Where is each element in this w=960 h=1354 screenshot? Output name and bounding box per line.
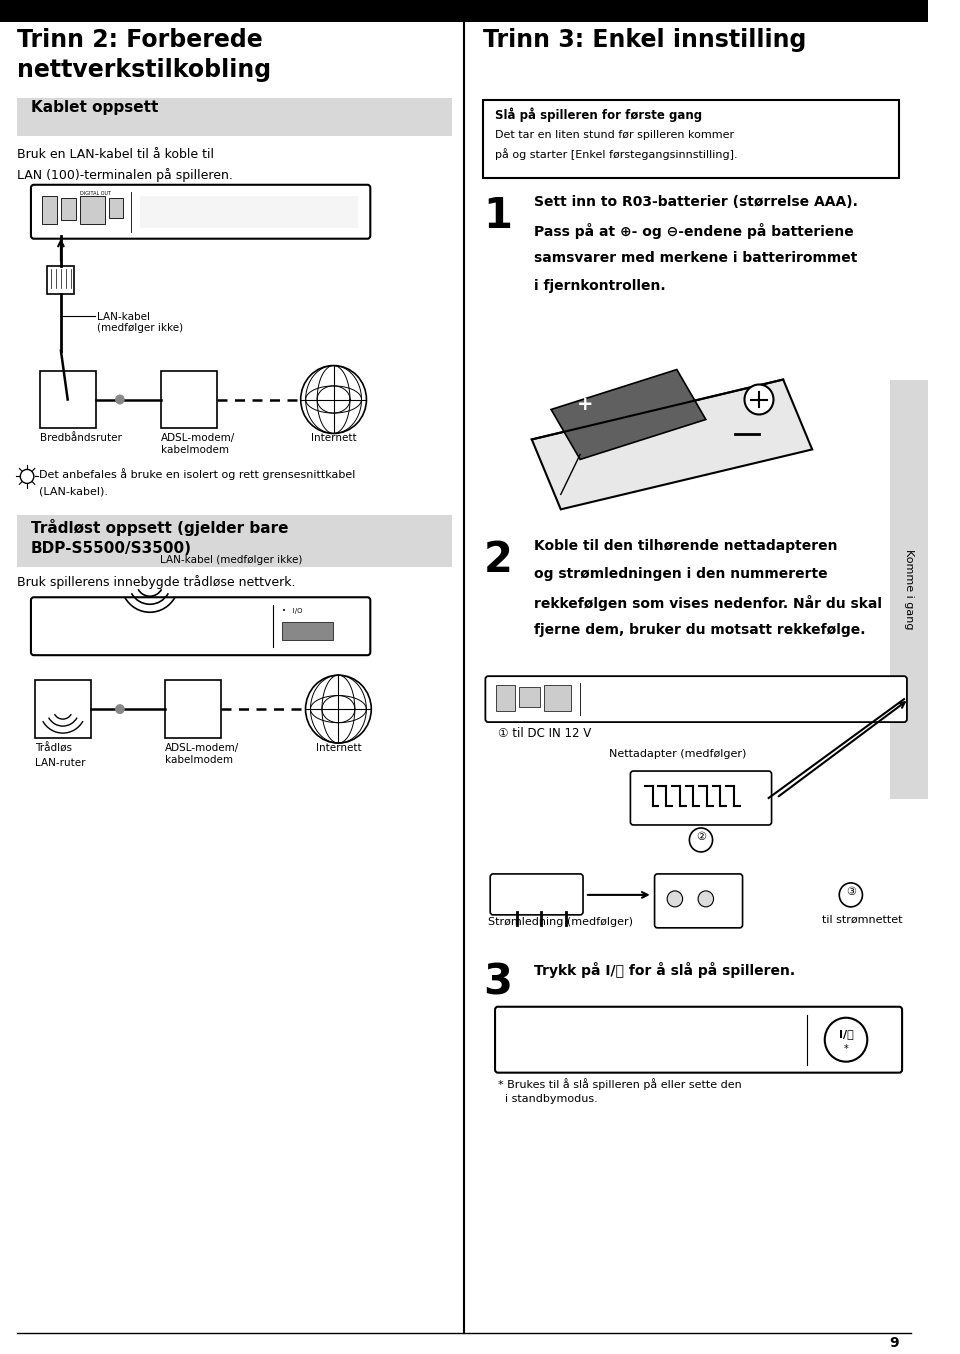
Circle shape	[825, 1018, 867, 1062]
Text: Pass på at ⊕- og ⊖-endene på batteriene: Pass på at ⊕- og ⊖-endene på batteriene	[534, 222, 853, 238]
Bar	[544, 685, 571, 711]
Text: Bruk spillerens innebygde trådløse nettverk.: Bruk spillerens innebygde trådløse nettv…	[17, 575, 296, 589]
Text: •   I/O: • I/O	[282, 608, 302, 615]
Polygon shape	[532, 379, 812, 509]
Text: Trinn 3: Enkel innstilling: Trinn 3: Enkel innstilling	[484, 28, 806, 51]
Circle shape	[115, 704, 125, 714]
Circle shape	[745, 385, 774, 414]
Text: i fjernkontrollen.: i fjernkontrollen.	[534, 279, 665, 292]
Bar	[41, 196, 57, 223]
Text: Nettadapter (medfølger): Nettadapter (medfølger)	[610, 749, 747, 760]
FancyBboxPatch shape	[655, 873, 743, 927]
Bar	[160, 371, 217, 428]
Circle shape	[689, 829, 712, 852]
Text: Bruk en LAN-kabel til å koble til: Bruk en LAN-kabel til å koble til	[17, 148, 214, 161]
Bar	[81, 196, 106, 223]
Text: Slå på spilleren for første gang: Slå på spilleren for første gang	[495, 108, 702, 122]
Text: ②: ②	[696, 831, 706, 842]
Circle shape	[839, 883, 862, 907]
Text: Trådløst oppsett (gjelder bare: Trådløst oppsett (gjelder bare	[31, 520, 288, 536]
Bar	[17, 516, 452, 567]
Circle shape	[115, 394, 125, 405]
Text: Trykk på I/⏻ for å slå på spilleren.: Trykk på I/⏻ for å slå på spilleren.	[534, 961, 795, 978]
FancyBboxPatch shape	[631, 770, 772, 825]
FancyBboxPatch shape	[31, 184, 371, 238]
Text: ① til DC IN 12 V: ① til DC IN 12 V	[498, 727, 591, 741]
Bar	[496, 685, 516, 711]
Text: samsvarer med merkene i batterirommet: samsvarer med merkene i batterirommet	[534, 250, 857, 264]
Text: ③: ③	[846, 887, 856, 896]
Text: 2: 2	[484, 539, 513, 581]
Text: i standbymodus.: i standbymodus.	[498, 1094, 598, 1104]
Bar	[47, 265, 75, 294]
Text: og strømledningen i den nummererte: og strømledningen i den nummererte	[534, 567, 828, 581]
Text: Det tar en liten stund før spilleren kommer: Det tar en liten stund før spilleren kom…	[495, 130, 734, 139]
Text: LAN (100)-terminalen på spilleren.: LAN (100)-terminalen på spilleren.	[17, 168, 233, 181]
Bar	[519, 686, 540, 707]
Text: +: +	[577, 394, 593, 413]
Circle shape	[300, 366, 367, 433]
Text: ADSL-modem/
kabelmodem: ADSL-modem/ kabelmodem	[160, 433, 235, 455]
Bar	[140, 196, 358, 227]
Bar	[890, 379, 928, 799]
Bar	[109, 198, 123, 218]
FancyBboxPatch shape	[495, 1007, 902, 1072]
Text: Det anbefales å bruke en isolert og rett grensesnittkabel: Det anbefales å bruke en isolert og rett…	[38, 468, 355, 481]
Text: 9: 9	[890, 1336, 900, 1350]
Circle shape	[20, 470, 34, 483]
Text: LAN-ruter: LAN-ruter	[35, 758, 85, 768]
Circle shape	[667, 891, 683, 907]
Bar	[17, 97, 452, 135]
Circle shape	[305, 676, 372, 743]
Text: BDP-S5500/S3500): BDP-S5500/S3500)	[31, 542, 192, 556]
Text: LAN-kabel (medfølger ikke): LAN-kabel (medfølger ikke)	[159, 555, 301, 566]
Text: I/⏻: I/⏻	[839, 1029, 853, 1039]
Bar	[60, 198, 77, 219]
Bar	[484, 100, 900, 177]
Bar	[39, 371, 96, 428]
Text: 3: 3	[484, 961, 513, 1003]
Circle shape	[698, 891, 713, 907]
Text: Internett: Internett	[311, 433, 356, 444]
Text: 1: 1	[484, 195, 513, 237]
Text: * Brukes til å slå spilleren på eller sette den: * Brukes til å slå spilleren på eller se…	[498, 1078, 742, 1090]
Text: Trådløs: Trådløs	[35, 743, 72, 753]
Bar	[35, 680, 91, 738]
Text: DIGITAL OUT: DIGITAL OUT	[81, 191, 111, 196]
Bar	[0, 0, 928, 22]
Text: til strømnettet: til strømnettet	[822, 915, 902, 925]
Text: fjerne dem, bruker du motsatt rekkefølge.: fjerne dem, bruker du motsatt rekkefølge…	[534, 623, 865, 638]
Text: Sett inn to R03-batterier (størrelse AAA).: Sett inn to R03-batterier (størrelse AAA…	[534, 195, 857, 209]
Text: rekkefølgen som vises nedenfor. Når du skal: rekkefølgen som vises nedenfor. Når du s…	[534, 596, 881, 611]
FancyBboxPatch shape	[31, 597, 371, 655]
FancyBboxPatch shape	[491, 873, 583, 915]
Bar	[165, 680, 222, 738]
Text: Bredbåndsruter: Bredbåndsruter	[39, 433, 122, 444]
Text: Trinn 2: Forberede: Trinn 2: Forberede	[17, 28, 263, 51]
Text: *: *	[844, 1044, 849, 1053]
Text: Koble til den tilhørende nettadapteren: Koble til den tilhørende nettadapteren	[534, 539, 837, 554]
Text: på og starter [Enkel førstegangsinnstilling].: på og starter [Enkel førstegangsinnstill…	[495, 148, 737, 160]
Polygon shape	[551, 370, 706, 459]
Text: Internett: Internett	[316, 743, 361, 753]
Text: (LAN-kabel).: (LAN-kabel).	[38, 486, 108, 497]
Text: LAN-kabel
(medfølger ikke): LAN-kabel (medfølger ikke)	[97, 311, 182, 333]
Text: Kablet oppsett: Kablet oppsett	[31, 100, 158, 115]
Text: nettverkstilkobling: nettverkstilkobling	[17, 58, 272, 83]
Text: Komme i gang: Komme i gang	[904, 548, 914, 630]
Text: ADSL-modem/
kabelmodem: ADSL-modem/ kabelmodem	[165, 743, 240, 765]
FancyBboxPatch shape	[486, 676, 907, 722]
Text: Strømledning (medfølger): Strømledning (medfølger)	[489, 917, 634, 927]
Bar	[282, 623, 332, 640]
